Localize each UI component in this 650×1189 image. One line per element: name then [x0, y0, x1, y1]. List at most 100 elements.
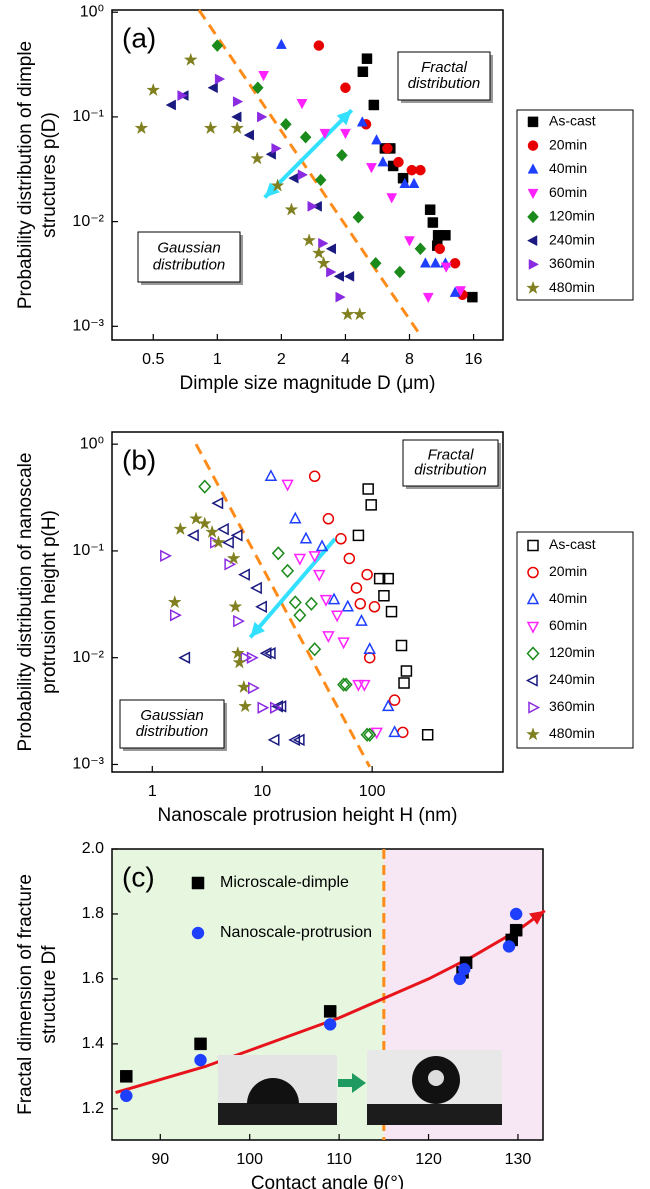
- data-point: [243, 129, 254, 141]
- y-axis-title: Fractal dimension of fracture: [15, 874, 36, 1115]
- data-point: [326, 266, 337, 278]
- data-point: [440, 230, 451, 241]
- data-point: [263, 647, 276, 660]
- legend-marker: [526, 592, 540, 605]
- data-point: [358, 679, 371, 692]
- data-point: [207, 82, 218, 94]
- guide-line: [194, 443, 372, 768]
- data-point: [360, 727, 374, 742]
- y-tick-label: 1.8: [82, 905, 104, 922]
- data-point: [307, 200, 318, 212]
- legend-marker: [527, 163, 539, 174]
- data-point: [302, 233, 317, 247]
- y-tick-label: 10⁰: [80, 3, 104, 20]
- data-point: [120, 1070, 133, 1083]
- data-point: [251, 81, 264, 95]
- data-point: [165, 99, 176, 111]
- y-axis-title: structures p(D): [39, 112, 60, 238]
- data-point: [319, 128, 331, 140]
- data-point: [198, 479, 212, 494]
- data-point: [330, 610, 344, 623]
- data-point: [361, 568, 373, 581]
- data-point: [381, 699, 395, 712]
- data-point: [385, 605, 398, 618]
- y-tick-label: 2.0: [82, 840, 104, 857]
- data-point: [363, 727, 377, 742]
- data-point: [211, 496, 224, 510]
- data-point: [288, 595, 302, 610]
- data-point: [422, 292, 434, 304]
- data-point: [421, 728, 434, 741]
- y-tick-label: 10⁻³: [72, 756, 104, 773]
- data-point: [269, 701, 282, 714]
- legend-marker: [526, 235, 538, 247]
- data-point: [289, 511, 302, 524]
- data-point: [377, 156, 389, 167]
- data-point: [281, 479, 294, 492]
- annotation-box: [397, 51, 491, 101]
- data-point: [173, 521, 188, 536]
- x-tick-label: 16: [465, 351, 483, 368]
- data-point: [319, 594, 333, 607]
- x-tick-label: 100: [359, 783, 386, 800]
- data-point: [343, 270, 355, 282]
- data-point: [238, 699, 253, 713]
- data-point: [250, 581, 262, 595]
- data-point: [247, 681, 260, 695]
- data-point: [257, 701, 270, 714]
- data-point: [323, 1018, 337, 1031]
- y-tick-label: 1.2: [82, 1100, 104, 1117]
- data-point: [388, 725, 401, 738]
- data-point: [183, 52, 198, 66]
- y-tick-label: 10⁻³: [72, 318, 104, 335]
- annotation-box: [137, 231, 241, 283]
- data-point: [337, 637, 350, 650]
- data-point: [194, 1037, 207, 1051]
- legend-marker: [528, 701, 541, 714]
- data-point: [205, 524, 220, 539]
- legend-label: 120min: [549, 644, 595, 660]
- annotation-text: Fractal: [428, 446, 475, 463]
- annotation-text: Gaussian: [140, 707, 203, 724]
- data-point: [308, 642, 322, 657]
- data-point: [281, 563, 295, 579]
- legend-label: Microscale-dimple: [220, 874, 349, 891]
- legend-label: 360min: [549, 698, 595, 714]
- data-point: [186, 529, 199, 542]
- x-tick-label: 2: [277, 351, 286, 368]
- legend-label: 20min: [549, 563, 587, 579]
- legend-marker: [527, 566, 539, 579]
- data-point: [308, 470, 321, 482]
- data-point: [288, 733, 301, 747]
- y-tick-label: 1.4: [82, 1035, 104, 1052]
- data-point: [258, 71, 270, 82]
- data-point: [393, 156, 404, 168]
- data-point: [230, 120, 245, 135]
- y-tick-label: 10⁻¹: [72, 108, 104, 125]
- data-point: [352, 307, 367, 321]
- annotation-text: distribution: [408, 75, 481, 92]
- x-tick-label: 110: [326, 1151, 352, 1168]
- legend-marker: [527, 116, 539, 128]
- data-point: [340, 128, 351, 140]
- data-point: [382, 572, 394, 585]
- data-point: [177, 90, 188, 101]
- data-point: [146, 82, 161, 97]
- data-point: [246, 651, 259, 664]
- data-point: [378, 590, 390, 602]
- data-point: [293, 608, 307, 623]
- x-tick-label: 10: [253, 783, 271, 800]
- data-point: [335, 291, 346, 303]
- data-point: [335, 533, 347, 545]
- data-point: [449, 286, 461, 297]
- legend-marker: [527, 210, 539, 224]
- legend-label: 60min: [549, 184, 587, 200]
- data-point: [259, 647, 272, 660]
- data-point: [368, 99, 380, 111]
- data-point: [434, 243, 446, 254]
- data-point: [386, 193, 398, 204]
- x-tick-label: 1: [213, 351, 222, 368]
- data-point: [365, 499, 377, 511]
- data-point: [325, 243, 337, 255]
- legend-marker: [527, 539, 539, 552]
